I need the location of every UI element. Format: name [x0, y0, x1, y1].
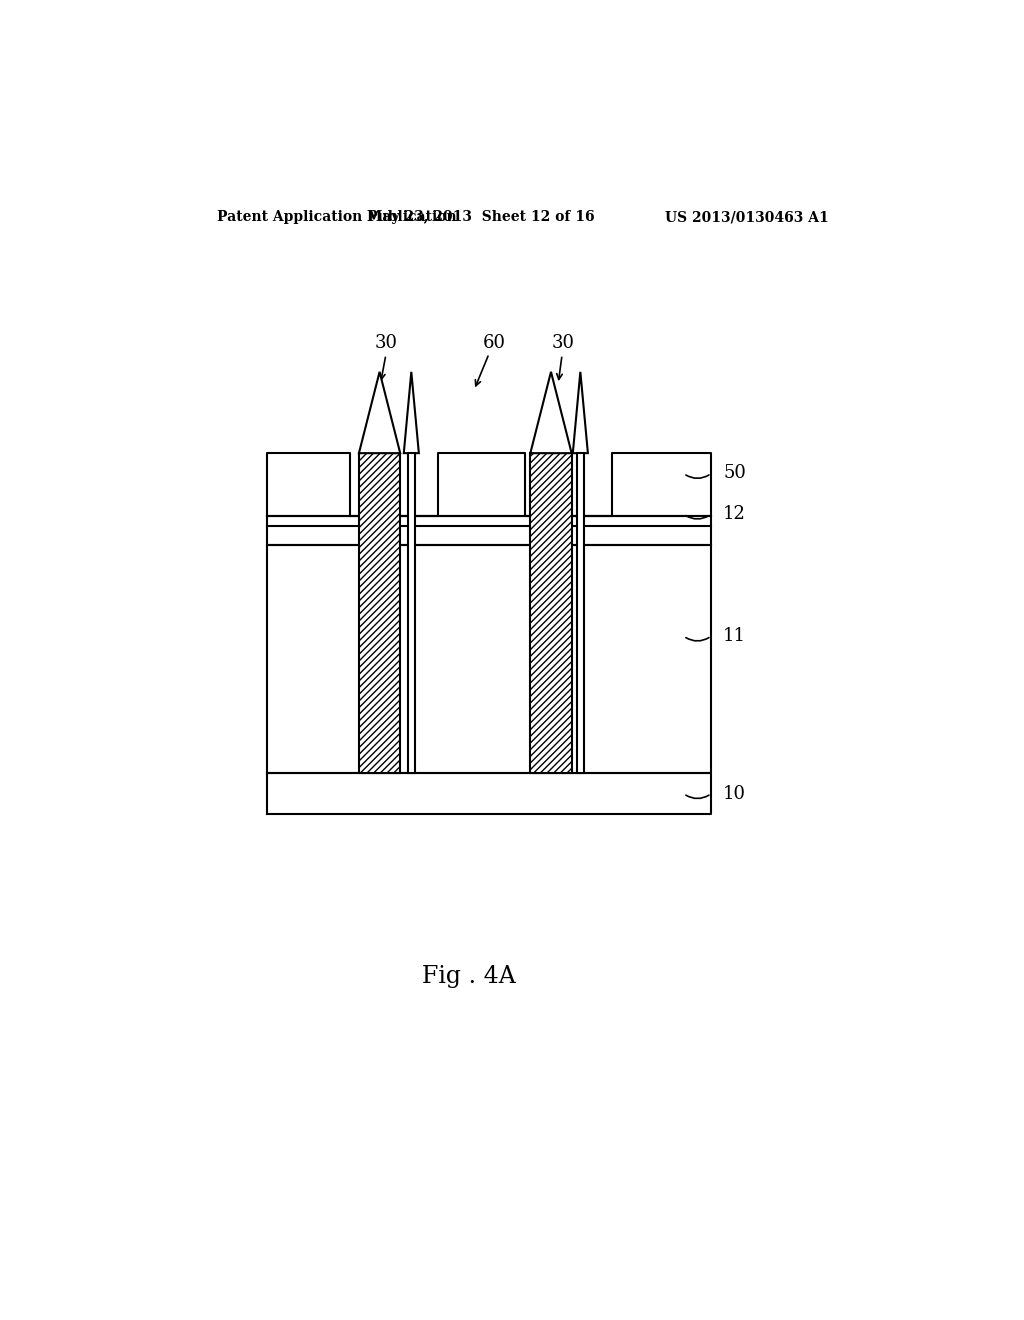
Text: 50: 50	[723, 465, 746, 483]
Text: US 2013/0130463 A1: US 2013/0130463 A1	[666, 210, 828, 224]
Polygon shape	[408, 453, 415, 774]
Text: May 23, 2013  Sheet 12 of 16: May 23, 2013 Sheet 12 of 16	[368, 210, 595, 224]
Polygon shape	[359, 453, 400, 774]
Text: 10: 10	[723, 784, 746, 803]
Text: 12: 12	[723, 506, 746, 523]
Polygon shape	[530, 453, 571, 774]
Polygon shape	[530, 372, 571, 453]
Polygon shape	[572, 372, 588, 453]
Text: Patent Application Publication: Patent Application Publication	[217, 210, 457, 224]
Polygon shape	[359, 372, 400, 453]
Text: 60: 60	[483, 334, 506, 351]
Text: 30: 30	[551, 334, 574, 351]
Text: Fig . 4A: Fig . 4A	[422, 965, 516, 989]
Text: 30: 30	[375, 334, 397, 351]
Polygon shape	[403, 372, 419, 453]
Text: 11: 11	[723, 627, 746, 645]
Polygon shape	[577, 453, 584, 774]
